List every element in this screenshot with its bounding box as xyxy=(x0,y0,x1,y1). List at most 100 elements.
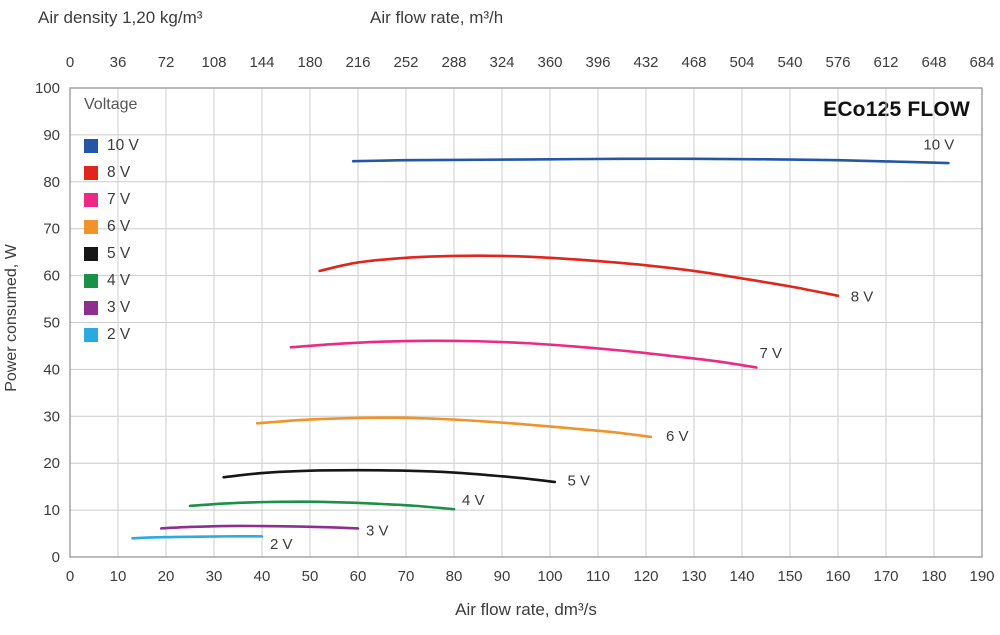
plot-border xyxy=(69,87,983,558)
series-line-10-v xyxy=(351,157,950,165)
x2-tick-label: 360 xyxy=(537,54,562,71)
legend-swatch xyxy=(84,192,98,207)
legend-item: 4 V xyxy=(84,267,139,294)
y-tick-label: 40 xyxy=(43,361,60,378)
x-tick-label: 170 xyxy=(873,568,898,585)
model-name-label: ECo125 FLOW xyxy=(823,98,970,121)
x2-tick-label: 468 xyxy=(681,54,706,71)
x2-tick-label: 0 xyxy=(66,54,74,71)
series-line-4-v xyxy=(188,500,456,511)
series-line-7-v xyxy=(289,339,758,369)
y-tick-label: 50 xyxy=(43,315,60,332)
series-label-4-v: 4 V xyxy=(462,492,485,509)
x2-tick-label: 108 xyxy=(201,54,226,71)
x2-tick-label: 612 xyxy=(873,54,898,71)
legend-item: 8 V xyxy=(84,159,139,186)
legend: Voltage 10 V 8 V 7 V 6 V 5 V 4 V 3 V 2 V xyxy=(84,96,139,348)
x-tick-label: 90 xyxy=(494,568,511,585)
series-label-7-v: 7 V xyxy=(760,345,783,362)
legend-item-label: 7 V xyxy=(107,190,131,208)
x-tick-label: 10 xyxy=(110,568,127,585)
x2-tick-label: 648 xyxy=(921,54,946,71)
legend-item-label: 3 V xyxy=(107,298,131,316)
x-tick-label: 160 xyxy=(825,568,850,585)
y-tick-label: 0 xyxy=(52,549,60,566)
y-tick-label: 100 xyxy=(35,80,60,97)
legend-item-label: 4 V xyxy=(107,271,131,289)
x-tick-label: 60 xyxy=(350,568,367,585)
air-density-label: Air density 1,20 kg/m³ xyxy=(38,8,203,27)
x-tick-label: 70 xyxy=(398,568,415,585)
series-line-6-v xyxy=(255,416,653,439)
series-label-3-v: 3 V xyxy=(366,523,389,540)
x2-tick-label: 216 xyxy=(345,54,370,71)
legend-swatch xyxy=(84,246,98,261)
x-tick-label: 20 xyxy=(158,568,175,585)
x2-tick-label: 540 xyxy=(777,54,802,71)
series-line-2-v xyxy=(131,535,264,540)
series-line-5-v xyxy=(222,468,557,484)
x-tick-label: 100 xyxy=(537,568,562,585)
y-tick-label: 70 xyxy=(43,221,60,238)
legend-swatch xyxy=(84,273,98,288)
legend-item-label: 8 V xyxy=(107,163,131,181)
y-tick-label: 20 xyxy=(43,455,60,472)
x2-tick-label: 36 xyxy=(110,54,127,71)
x-tick-label: 80 xyxy=(446,568,463,585)
series-label-8-v: 8 V xyxy=(851,289,874,306)
x2-tick-label: 252 xyxy=(393,54,418,71)
x2-tick-label: 684 xyxy=(969,54,994,71)
x2-tick-label: 504 xyxy=(729,54,754,71)
top-axis-title: Air flow rate, m³/h xyxy=(370,8,504,27)
legend-item: 10 V xyxy=(84,132,139,159)
x2-tick-label: 72 xyxy=(158,54,175,71)
series-line-8-v xyxy=(318,254,840,298)
series-line-3-v xyxy=(159,524,360,530)
legend-item-label: 10 V xyxy=(107,136,139,154)
x2-tick-label: 288 xyxy=(441,54,466,71)
legend-item: 7 V xyxy=(84,186,139,213)
legend-item-label: 2 V xyxy=(107,325,131,343)
legend-swatch xyxy=(84,300,98,315)
x-tick-label: 40 xyxy=(254,568,271,585)
x2-tick-label: 432 xyxy=(633,54,658,71)
x-tick-label: 120 xyxy=(633,568,658,585)
y-tick-label: 10 xyxy=(43,502,60,519)
legend-item: 5 V xyxy=(84,240,139,267)
legend-title: Voltage xyxy=(84,96,138,113)
x-tick-label: 130 xyxy=(681,568,706,585)
x-tick-label: 140 xyxy=(729,568,754,585)
series-label-5-v: 5 V xyxy=(568,473,591,490)
x-tick-label: 50 xyxy=(302,568,319,585)
legend-swatch xyxy=(84,165,98,180)
y-tick-label: 90 xyxy=(43,127,60,144)
legend-item: 3 V xyxy=(84,294,139,321)
legend-swatch xyxy=(84,219,98,234)
x-tick-label: 150 xyxy=(777,568,802,585)
x-tick-label: 110 xyxy=(586,568,610,585)
legend-item: 2 V xyxy=(84,321,139,348)
y-tick-label: 80 xyxy=(43,174,60,191)
legend-item-label: 6 V xyxy=(107,217,131,235)
gridlines xyxy=(69,87,983,558)
legend-swatch xyxy=(84,138,98,153)
legend-item-label: 5 V xyxy=(107,244,131,262)
legend-items: 10 V 8 V 7 V 6 V 5 V 4 V 3 V 2 V xyxy=(84,132,139,348)
y-tick-label: 30 xyxy=(43,408,60,425)
bottom-axis-title: Air flow rate, dm³/s xyxy=(455,600,597,619)
y-tick-label: 60 xyxy=(43,268,60,285)
series-label-2-v: 2 V xyxy=(270,536,293,553)
legend-item: 6 V xyxy=(84,213,139,240)
x2-tick-label: 396 xyxy=(585,54,610,71)
x2-tick-label: 180 xyxy=(297,54,322,71)
series-label-10-v: 10 V xyxy=(923,136,954,153)
x-tick-label: 180 xyxy=(921,568,946,585)
x2-tick-label: 324 xyxy=(489,54,514,71)
x-tick-label: 190 xyxy=(969,568,994,585)
x2-tick-label: 576 xyxy=(825,54,850,71)
x-tick-label: 30 xyxy=(206,568,223,585)
legend-swatch xyxy=(84,327,98,342)
x-tick-label: 0 xyxy=(66,568,74,585)
